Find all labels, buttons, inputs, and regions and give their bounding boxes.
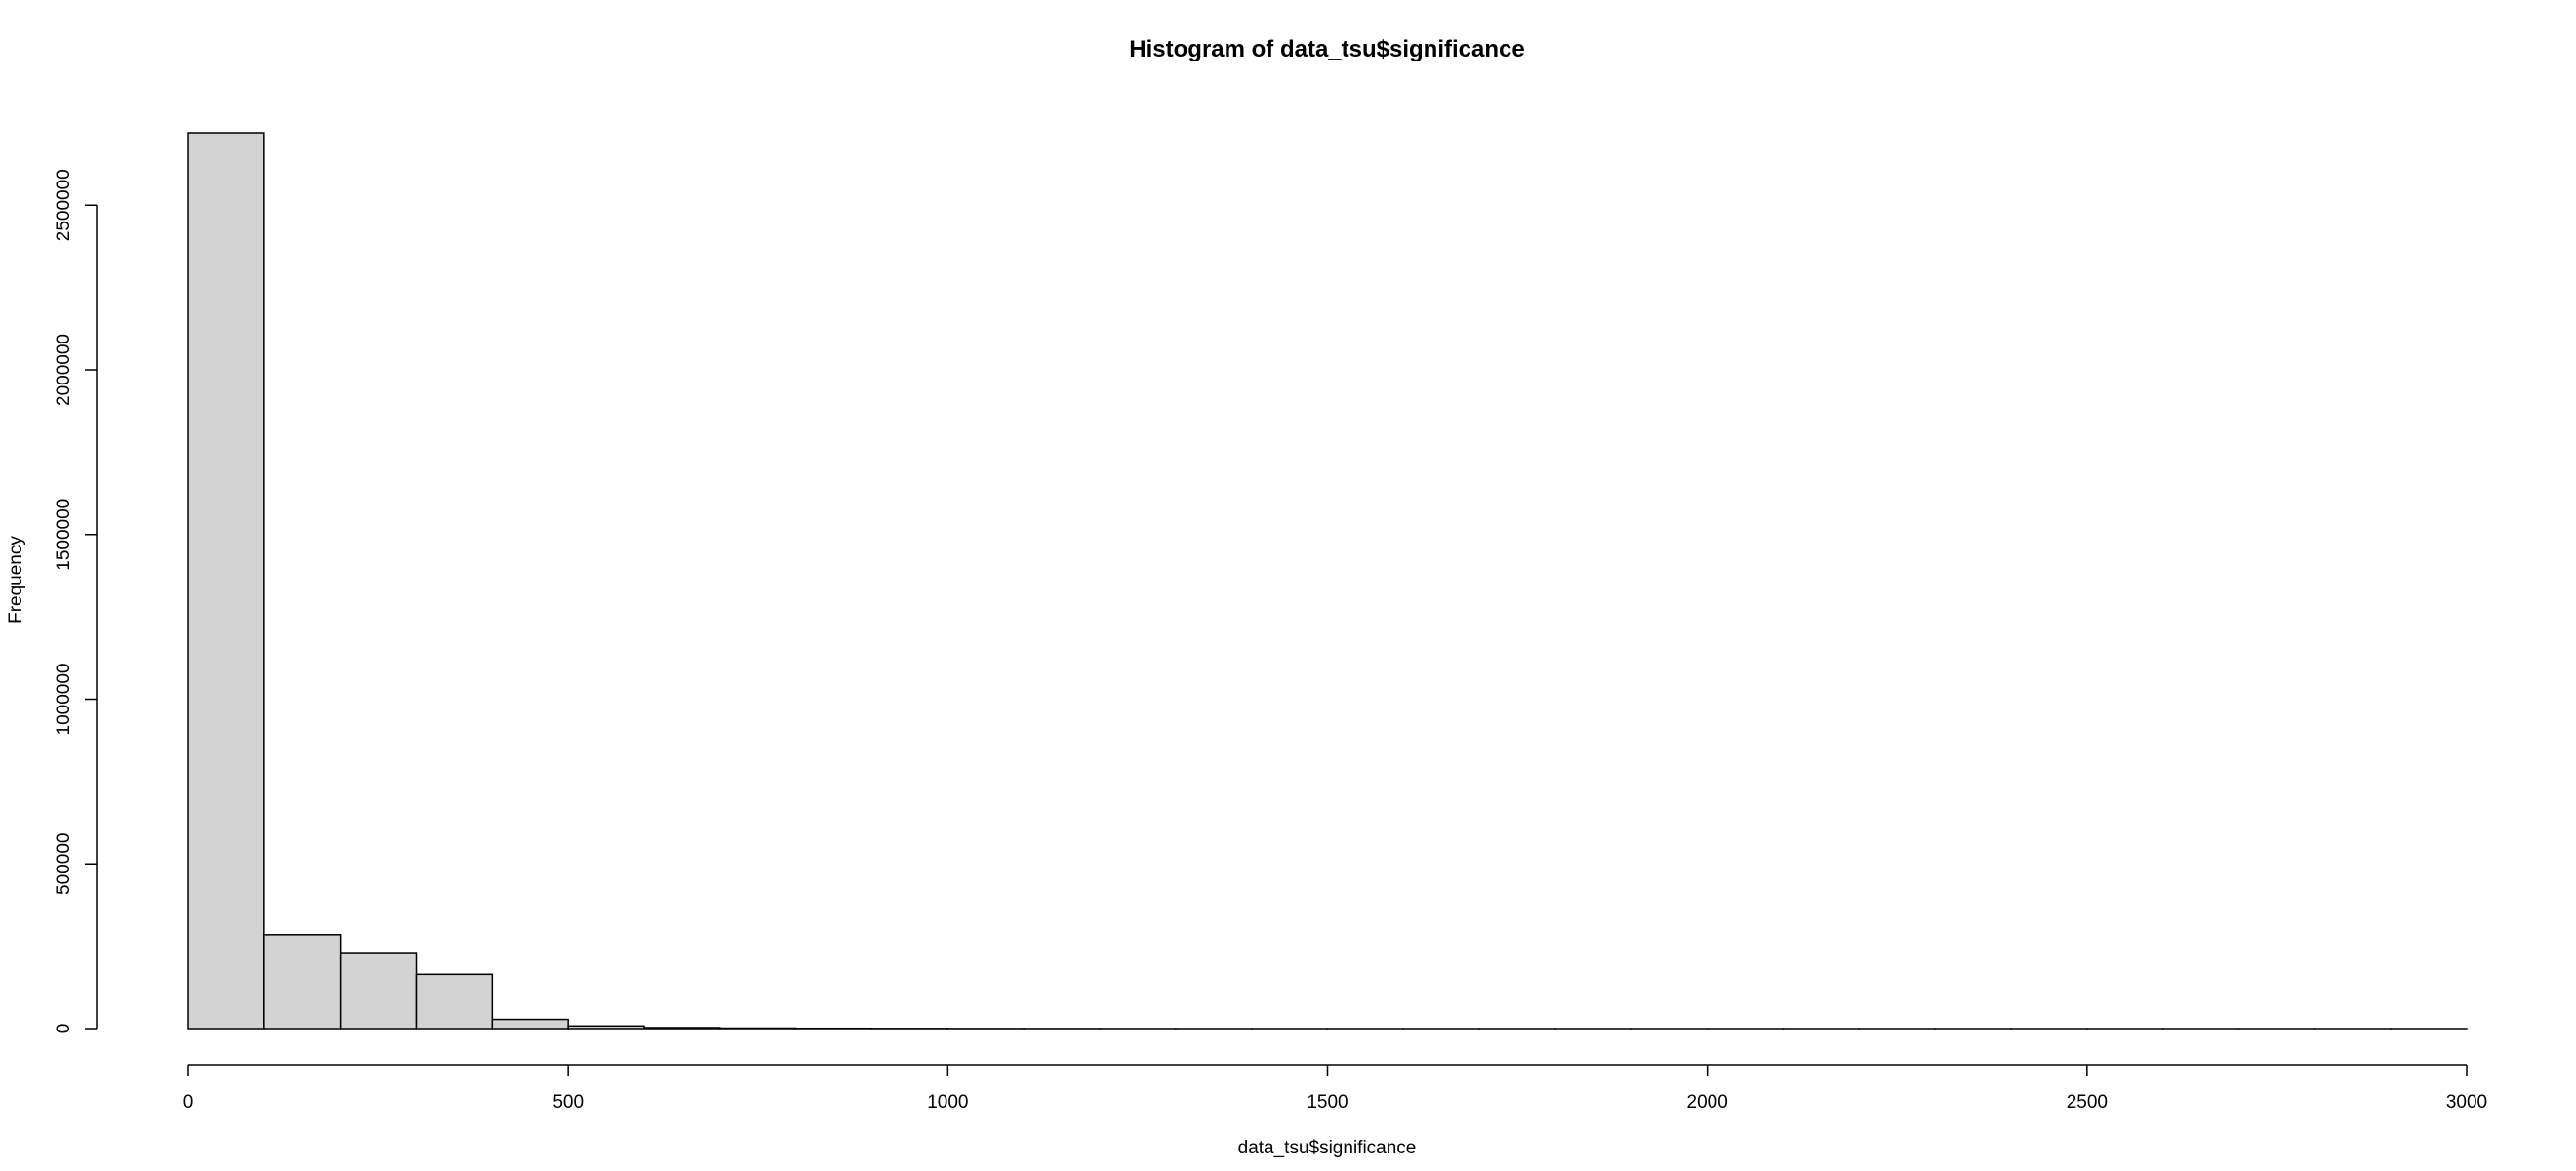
histogram-bar-0: [187, 132, 265, 1030]
x-tick-label-0: 0: [183, 1092, 194, 1112]
histogram-bar-7: [719, 1027, 797, 1030]
x-tick-label-6: 3000: [2446, 1092, 2487, 1112]
histogram-bar-6: [643, 1027, 721, 1030]
histogram-bar-3: [415, 973, 494, 1030]
x-tick-label-4: 2000: [1687, 1092, 1728, 1112]
histogram-bar-2: [339, 952, 418, 1030]
y-tick-label-0: 0: [54, 1024, 74, 1034]
y-tick-label-5: 2500000: [54, 169, 74, 241]
y-axis: 0 500000 1000000 1500000 2000000 2500000: [54, 169, 98, 1034]
x-tick-label-3: 1500: [1307, 1092, 1348, 1112]
chart-title: Histogram of data_tsu$significance: [1129, 36, 1524, 62]
x-axis: 0 500 1000 1500 2000 2500 3000: [183, 1064, 2487, 1112]
histogram-bar-1: [263, 934, 342, 1030]
x-tick-label-1: 500: [552, 1092, 584, 1112]
x-axis-label: data_tsu$significance: [1238, 1138, 1417, 1158]
x-tick-label-2: 1000: [927, 1092, 968, 1112]
histogram-bar-4: [491, 1018, 569, 1030]
y-axis-label: Frequency: [6, 536, 26, 624]
y-tick-label-1: 500000: [54, 833, 74, 895]
histogram-bar-5: [567, 1025, 645, 1030]
bars-group: [187, 132, 2468, 1030]
y-tick-label-2: 1000000: [54, 664, 74, 736]
x-tick-label-5: 2500: [2067, 1092, 2108, 1112]
y-tick-label-4: 2000000: [54, 334, 74, 406]
y-tick-label-3: 1500000: [54, 499, 74, 571]
